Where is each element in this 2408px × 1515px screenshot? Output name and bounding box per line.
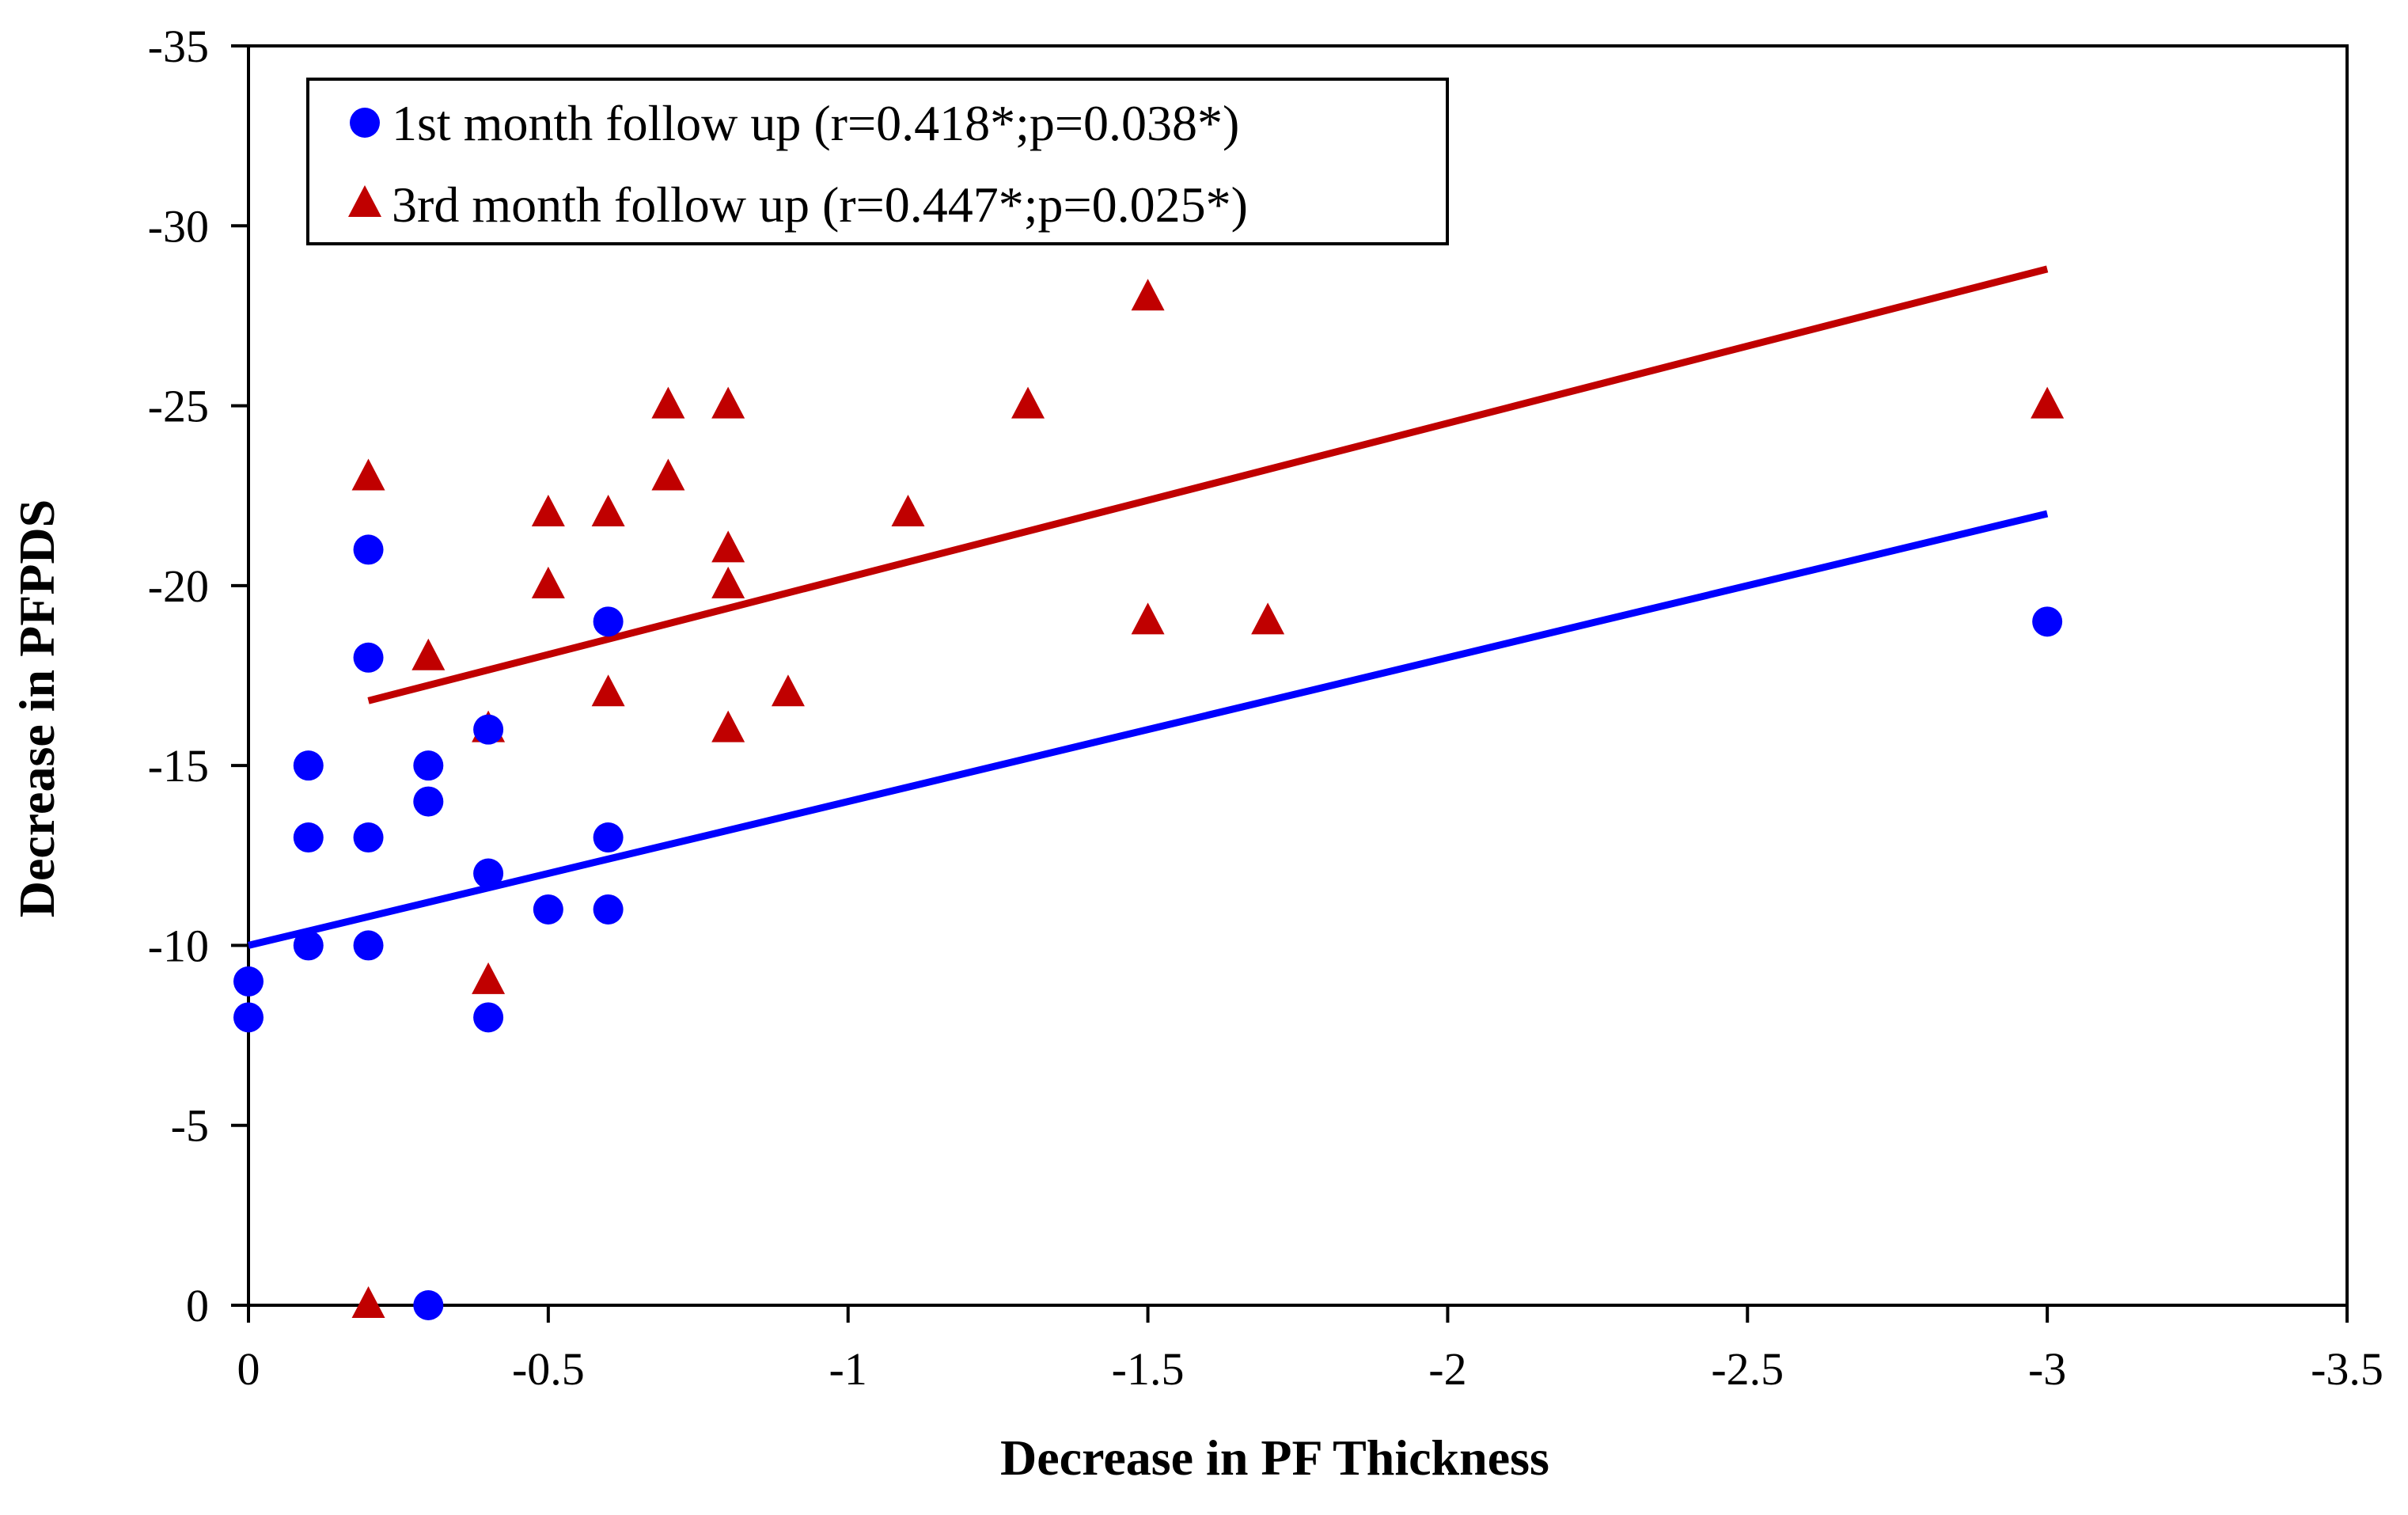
- y-tick-label: -5: [171, 1100, 209, 1152]
- data-point-1st-month: [473, 858, 504, 889]
- y-tick-label: -35: [148, 21, 209, 72]
- data-point-1st-month: [293, 822, 324, 853]
- data-point-3rd-month: [1251, 602, 1285, 635]
- data-point-3rd-month: [711, 710, 745, 742]
- data-point-3rd-month: [1131, 279, 1165, 311]
- legend: 1st month follow up (r=0.418*;p=0.038*) 3…: [306, 78, 1449, 245]
- x-tick-label: -3.5: [2311, 1343, 2383, 1395]
- data-point-1st-month: [353, 642, 384, 673]
- x-tick-label: -2.5: [1711, 1343, 1784, 1395]
- data-point-1st-month: [533, 894, 563, 925]
- legend-marker-1st-month: [350, 108, 380, 138]
- data-point-3rd-month: [591, 674, 625, 707]
- data-point-3rd-month: [472, 962, 506, 994]
- data-point-1st-month: [473, 1002, 504, 1033]
- legend-label-1st-month: 1st month follow up (r=0.418*;p=0.038*): [392, 95, 1239, 151]
- data-point-3rd-month: [891, 494, 925, 526]
- data-point-3rd-month: [591, 494, 625, 526]
- plot-area-border: [247, 44, 2349, 1307]
- data-point-1st-month: [473, 714, 504, 745]
- data-point-3rd-month: [651, 458, 685, 491]
- x-tick-label: -0.5: [512, 1343, 585, 1395]
- data-point-3rd-month: [2031, 386, 2065, 419]
- data-point-1st-month: [2032, 606, 2063, 637]
- data-point-3rd-month: [711, 386, 745, 419]
- data-point-1st-month: [593, 894, 624, 925]
- data-point-1st-month: [353, 534, 384, 565]
- legend-box: [306, 78, 1449, 245]
- data-point-3rd-month: [1011, 386, 1045, 419]
- data-point-3rd-month: [351, 1286, 385, 1318]
- data-point-3rd-month: [651, 386, 685, 419]
- data-point-1st-month: [233, 1002, 264, 1033]
- legend-label-3rd-month: 3rd month follow up (r=0.447*;p=0.025*): [392, 177, 1248, 233]
- y-tick-label: -25: [148, 381, 209, 432]
- y-tick-label: -30: [148, 200, 209, 252]
- axis-layer: 0 -0.5 -1 -1.5 -2 -2.5 -3 -3.5 0 -5 -10 -15 -20 -25 -3…: [148, 21, 2383, 1395]
- data-point-1st-month: [413, 750, 444, 781]
- x-tick-label: -1.5: [1112, 1343, 1185, 1395]
- data-point-1st-month: [293, 930, 324, 961]
- data-point-1st-month: [233, 966, 264, 997]
- y-tick-label: 0: [186, 1280, 209, 1331]
- y-tick-label: -10: [148, 920, 209, 971]
- trendline-1st-month: [247, 510, 2049, 949]
- data-point-1st-month: [413, 1290, 444, 1320]
- data-point-3rd-month: [711, 530, 745, 563]
- data-point-3rd-month: [711, 566, 745, 598]
- y-axis-title: Decrease in PFPDS: [9, 499, 65, 917]
- x-tick-label: 0: [237, 1343, 260, 1395]
- trendline-layer: [247, 265, 2049, 949]
- data-point-3rd-month: [411, 638, 446, 670]
- x-tick-label: -3: [2028, 1343, 2066, 1395]
- x-tick-label: -1: [829, 1343, 867, 1395]
- trendline-3rd-month: [367, 265, 2049, 704]
- data-point-1st-month: [353, 822, 384, 853]
- data-point-1st-month: [413, 786, 444, 817]
- data-points-layer: [233, 279, 2065, 1320]
- data-point-3rd-month: [351, 458, 385, 491]
- legend-marker-3rd-month: [348, 185, 381, 217]
- data-point-3rd-month: [531, 566, 565, 598]
- data-point-1st-month: [593, 606, 624, 637]
- data-point-1st-month: [593, 822, 624, 853]
- data-point-1st-month: [353, 930, 384, 961]
- x-axis-title: Decrease in PF Thickness: [1000, 1430, 1549, 1486]
- y-tick-label: -20: [148, 560, 209, 612]
- x-tick-label: -2: [1428, 1343, 1466, 1395]
- data-point-3rd-month: [771, 674, 805, 707]
- plot-frame-layer: [247, 44, 2349, 1307]
- data-point-1st-month: [293, 750, 324, 781]
- data-point-3rd-month: [531, 494, 565, 526]
- y-tick-label: -15: [148, 740, 209, 792]
- data-point-3rd-month: [1131, 602, 1165, 635]
